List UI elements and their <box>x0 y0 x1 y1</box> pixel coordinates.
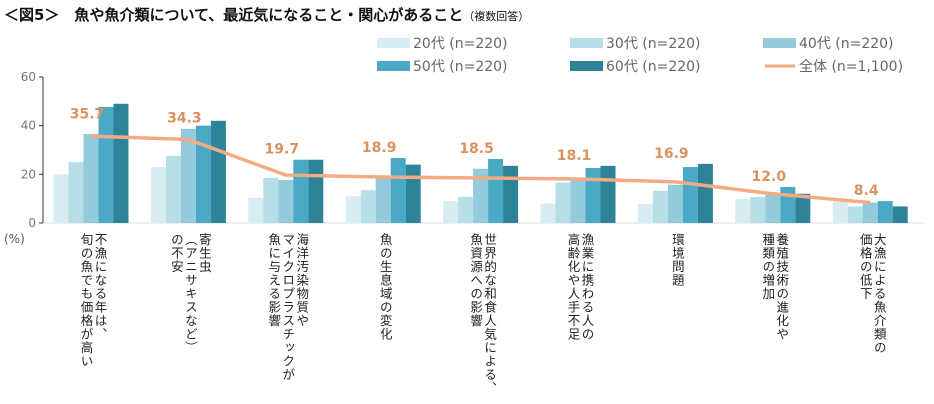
category-label: 種類の増加 <box>760 233 775 301</box>
category-label: 旬の魚でも価格が高い <box>79 233 94 368</box>
legend-swatch <box>377 38 410 48</box>
legend-swatch <box>763 38 796 48</box>
category-label: 魚資源への影響 <box>468 233 483 328</box>
bar-40代 <box>862 202 878 223</box>
total-data-label: 18.1 <box>557 148 592 164</box>
total-data-label: 19.7 <box>265 142 300 158</box>
bar-40代 <box>473 168 489 223</box>
bar-50代 <box>585 168 601 223</box>
bar-60代 <box>308 159 324 223</box>
category-label: 世界的な和食人気による、 <box>482 233 497 395</box>
bar-30代 <box>360 190 376 223</box>
bar-50代 <box>682 167 698 223</box>
bar-40代 <box>667 184 683 223</box>
legend-label: 60代 (n=220) <box>606 59 701 75</box>
y-axis-unit: (%) <box>4 232 25 246</box>
total-data-label: 16.9 <box>654 146 689 162</box>
legend-swatch <box>377 61 410 71</box>
bar-50代 <box>390 158 406 223</box>
total-data-label: 12.0 <box>752 169 787 185</box>
bar-40代 <box>375 176 391 223</box>
bar-20代 <box>150 167 166 223</box>
category-label: 環境問題 <box>670 233 685 287</box>
bar-50代 <box>195 125 211 223</box>
bar-60代 <box>113 103 129 223</box>
bar-60代 <box>503 165 519 223</box>
bar-30代 <box>68 162 84 223</box>
category-label: の不安 <box>169 233 184 274</box>
legend-label: 20代 (n=220) <box>413 36 508 52</box>
total-data-label: 35.7 <box>70 107 105 123</box>
category-label: 養殖技術の進化や <box>774 232 789 341</box>
bar-60代 <box>697 163 713 223</box>
bar-20代 <box>735 198 751 223</box>
title-subtitle: （複数回答） <box>463 10 530 23</box>
legend-label: 50代 (n=220) <box>413 59 508 75</box>
category-label: 不漁になる年は、 <box>93 233 108 341</box>
category-label: 魚に与える影響 <box>266 233 281 328</box>
bar-20代 <box>345 196 361 223</box>
legend-swatch <box>570 61 603 71</box>
bar-30代 <box>652 190 668 223</box>
bar-20代 <box>637 204 653 223</box>
category-label: マイクロプラスチックが <box>280 233 295 382</box>
bar-50代 <box>488 159 504 223</box>
bar-20代 <box>832 201 848 223</box>
chart-title: ＜図5＞ 魚や魚介類について、最近気になること・関心があること（複数回答） <box>4 4 529 25</box>
total-line <box>90 134 871 205</box>
bar-30代 <box>750 196 766 223</box>
y-tick-label: 0 <box>28 216 36 230</box>
category-label: 海洋汚染物質や <box>294 232 309 328</box>
legend-label: 40代 (n=220) <box>799 36 894 52</box>
y-tick-label: 20 <box>21 167 36 181</box>
bar-50代 <box>877 201 893 223</box>
bar-60代 <box>892 206 908 223</box>
bar-20代 <box>443 201 459 223</box>
bar-60代 <box>405 164 421 223</box>
legend-label: 30代 (n=220) <box>606 36 701 52</box>
y-tick-label: 40 <box>21 119 36 133</box>
category-label: 漁業に携わる人の <box>580 233 595 341</box>
bar-40代 <box>180 128 196 223</box>
y-tick-label: 60 <box>21 70 36 84</box>
bar-60代 <box>795 193 811 223</box>
bar-30代 <box>263 177 279 223</box>
bar-40代 <box>278 179 294 223</box>
bar-30代 <box>165 155 181 223</box>
bar-50代 <box>780 186 796 223</box>
bar-60代 <box>210 120 226 223</box>
bar-30代 <box>847 206 863 223</box>
bar-20代 <box>248 197 264 223</box>
category-label: 価格の低下 <box>858 233 873 301</box>
bar-40代 <box>570 177 586 223</box>
bar-30代 <box>458 196 474 223</box>
category-label: （アニサキスなど） <box>183 233 198 355</box>
bar-40代 <box>765 195 781 223</box>
title-text: ＜図5＞ 魚や魚介類について、最近気になること・関心があること <box>4 6 464 24</box>
total-data-label: 8.4 <box>854 183 879 199</box>
bar-50代 <box>98 106 114 223</box>
category-label: 寄生虫 <box>197 232 212 274</box>
category-label: 魚の生息域の変化 <box>378 233 393 341</box>
total-data-label: 18.9 <box>362 140 397 156</box>
legend-label: 全体 (n=1,100) <box>799 58 903 75</box>
category-label: 高齢化や人手不足 <box>566 232 581 341</box>
bar-20代 <box>540 203 556 223</box>
bar-60代 <box>600 165 616 223</box>
bar-40代 <box>83 133 99 223</box>
bar-50代 <box>293 159 309 223</box>
category-label: 大漁による魚介類の <box>872 233 887 355</box>
bar-20代 <box>53 174 69 223</box>
total-data-label: 34.3 <box>167 111 202 127</box>
total-data-label: 18.5 <box>459 141 494 157</box>
bar-30代 <box>555 182 571 223</box>
legend-swatch <box>570 38 603 48</box>
